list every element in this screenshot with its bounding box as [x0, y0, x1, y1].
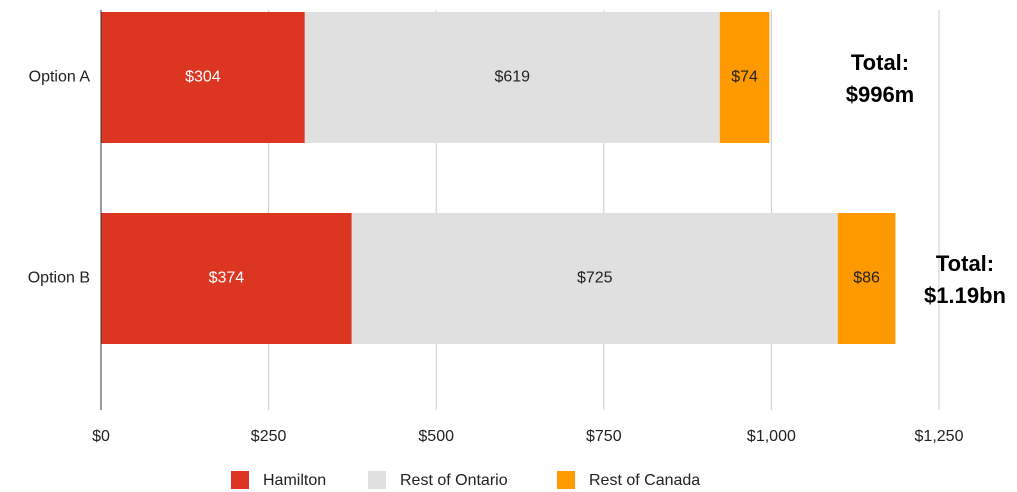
legend-swatch: [368, 471, 386, 489]
bar-segment: [837, 213, 896, 344]
legend-label: Rest of Ontario: [400, 472, 508, 489]
bar-segment: [101, 12, 305, 143]
legend-label: Hamilton: [263, 472, 326, 489]
annotation: Total:: [936, 251, 994, 276]
y-tick-label: Option B: [28, 270, 90, 287]
x-tick-label: $1,250: [915, 428, 964, 445]
annotation: $1.19bn: [924, 283, 1006, 308]
bar-segment: [719, 12, 770, 143]
legend-swatch: [557, 471, 575, 489]
data-label: $86: [853, 270, 880, 287]
data-label: $74: [731, 69, 758, 86]
bar-segment: [101, 213, 352, 344]
bar-segment: [304, 12, 720, 143]
x-tick-label: $0: [92, 428, 110, 445]
y-tick-label: Option A: [29, 69, 91, 86]
legend-swatch: [231, 471, 249, 489]
x-tick-label: $750: [586, 428, 622, 445]
x-tick-label: $1,000: [747, 428, 796, 445]
x-tick-label: $250: [251, 428, 287, 445]
legend-label: Rest of Canada: [589, 472, 700, 489]
annotation: $996m: [846, 82, 915, 107]
data-label: $304: [185, 69, 221, 86]
data-label: $725: [577, 270, 613, 287]
data-label: $619: [494, 69, 530, 86]
data-label: $374: [209, 270, 245, 287]
x-tick-label: $500: [418, 428, 454, 445]
bar-segment: [351, 213, 838, 344]
annotation: Total:: [851, 50, 909, 75]
